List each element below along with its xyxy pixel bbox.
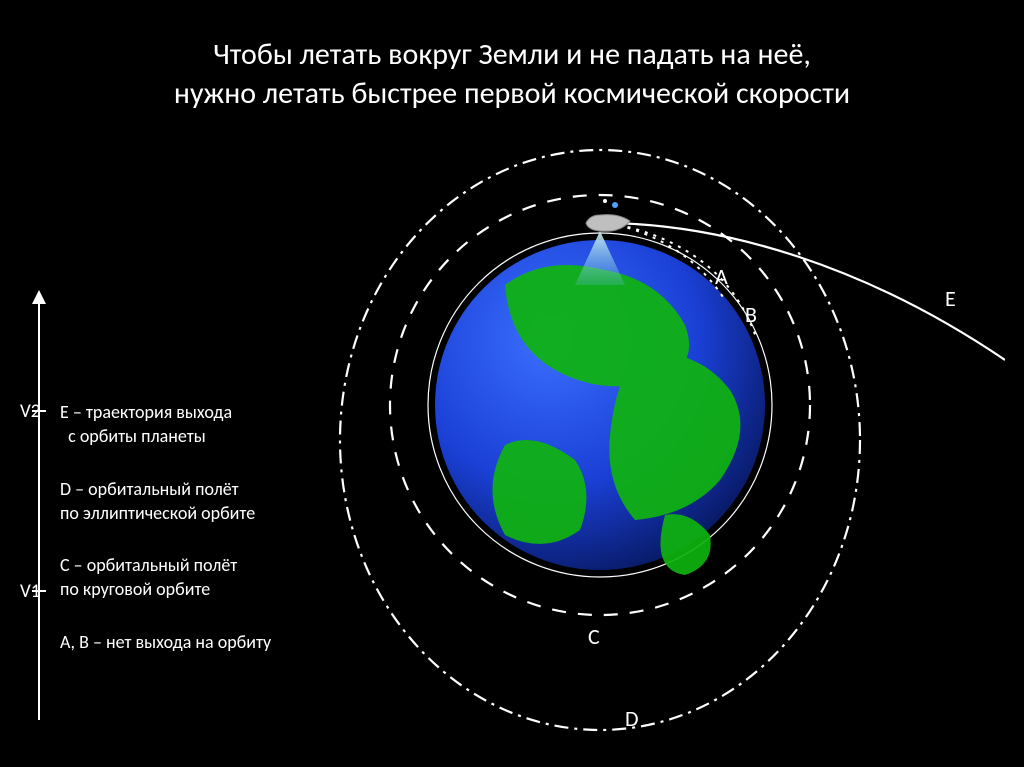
orbit-label-c: C (588, 623, 600, 650)
orbit-label-e: E (945, 285, 956, 312)
legend-item-d: D – орбитальный полёт по эллиптической о… (60, 477, 271, 526)
title-line-2: нужно летать быстрее первой космической … (174, 75, 850, 112)
orbit-label-a: A (715, 263, 728, 290)
legend-item-e: Е – траектория выхода с орбиты планеты (60, 400, 271, 449)
velocity-arrow (38, 300, 40, 720)
slide: Чтобы летать вокруг Земли и не падать на… (0, 0, 1024, 767)
velocity-label-v2: V2 (20, 400, 40, 423)
title: Чтобы летать вокруг Земли и не падать на… (0, 35, 1024, 113)
orbit-diagram: A B C D E (305, 145, 1005, 745)
legend-item-ab: А, В – нет выхода на орбиту (60, 630, 271, 654)
diagram-svg (305, 145, 1005, 745)
orbit-label-b: B (745, 301, 757, 328)
legend: Е – траектория выхода с орбиты планеты D… (60, 400, 271, 682)
legend-item-c: С – орбитальный полёт по круговой орбите (60, 553, 271, 602)
velocity-label-v1: V1 (20, 580, 40, 603)
title-line-1: Чтобы летать вокруг Земли и не падать на… (213, 36, 811, 73)
orbit-label-d: D (625, 705, 639, 732)
